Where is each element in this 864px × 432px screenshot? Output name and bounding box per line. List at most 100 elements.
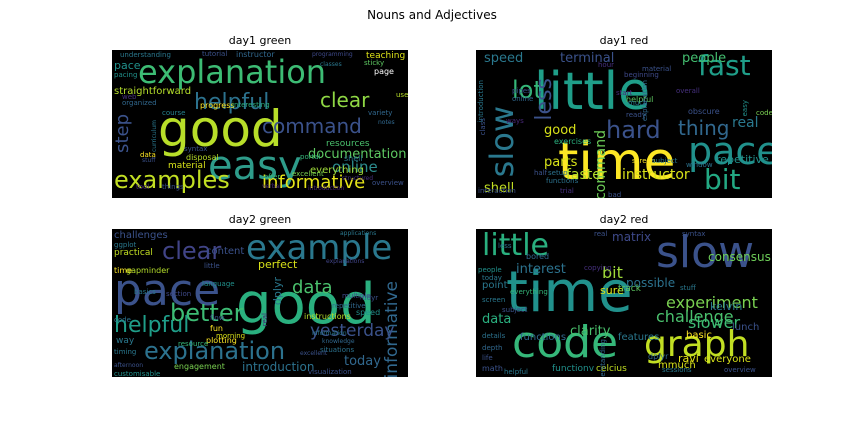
cloud-word: real [594, 230, 608, 238]
cloud-word: instructor [622, 167, 690, 183]
cloud-word: shell [484, 181, 515, 196]
cloud-word: explanations [326, 258, 365, 265]
cloud-word: ways [506, 117, 524, 125]
cloud-word: information [312, 330, 347, 337]
cloud-word: syntax [184, 145, 208, 153]
cloud-word: time [558, 132, 676, 192]
cloud-word: ready [626, 111, 646, 119]
cloud-word: section [166, 290, 192, 298]
cloud-word: material [168, 161, 206, 171]
cloud-word: understanding [599, 339, 607, 377]
cloud-word: dplyr [271, 277, 284, 306]
panel-title-day2-green: day2 green [228, 213, 292, 226]
cloud-word: consensus [708, 250, 771, 264]
cloud-word: verbal [262, 183, 281, 190]
cloud-word: morning [216, 332, 246, 340]
wordcloud-day2-green: good pace example explanation better clear hel… [112, 229, 408, 377]
cloud-word: timing [114, 348, 137, 356]
cloud-word: online [512, 95, 534, 103]
cloud-word: excellent [292, 170, 324, 178]
cloud-word: everything [310, 165, 364, 176]
cloud-word: speed [484, 51, 524, 66]
cloud-word: knowledge [322, 338, 355, 345]
cloud-word: data [292, 277, 333, 298]
wordcloud-day2-red: time slow code graph little experiment challen… [476, 229, 772, 377]
cloud-word: notes [378, 119, 395, 126]
cloud-word: tool [136, 183, 150, 191]
cloud-word: challenges [114, 230, 168, 241]
cloud-word: slow [656, 229, 755, 278]
cloud-word: helpful [504, 368, 528, 376]
cloud-word: life [482, 354, 493, 362]
cloud-word: interaction [478, 187, 516, 195]
cloud-word: good [236, 272, 376, 337]
cloud-word: screen [482, 296, 506, 304]
cloud-word: progress [200, 101, 235, 110]
cloud-word: hard [606, 116, 661, 144]
cloud-word: parts [544, 155, 578, 170]
cloud-word: everything [510, 288, 548, 296]
cloud-word: tidyr [362, 294, 379, 302]
cloud-word: time [506, 260, 633, 325]
cloud-word: repetitive [716, 153, 769, 166]
cloud-word: bored [526, 252, 550, 261]
cloud-word: little [204, 262, 220, 270]
cloud-word: today [344, 354, 381, 369]
cloud-word: trial [560, 187, 574, 195]
cloud-word: faster [566, 167, 607, 183]
cloud-word: overview [372, 179, 404, 187]
cloud-word: overview [724, 366, 756, 374]
cloud-word: repetitive [332, 302, 366, 310]
cloud-word: point [482, 280, 508, 291]
cloud-word: multiple [342, 292, 371, 300]
cloud-word: good [158, 100, 283, 158]
cloud-word: introduction [477, 80, 485, 123]
cloud-word: less [498, 242, 512, 250]
cloud-word: obscure [688, 107, 720, 116]
cloud-word: features [618, 332, 660, 343]
cloud-word: explanation [138, 53, 327, 91]
cloud-word: graph [644, 324, 750, 365]
cloud-word: command [593, 130, 609, 198]
cloud-word: helpful [114, 313, 190, 338]
cloud-word: structured [342, 175, 374, 182]
cloud-word: instructor [236, 50, 275, 59]
cloud-word: challenge [656, 307, 734, 326]
cloud-word: celcius [596, 364, 627, 374]
cloud-word: shell [344, 154, 363, 163]
cloud-word: online [332, 158, 378, 176]
cloud-word: kelvin [710, 300, 743, 313]
cloud-word: syntax [682, 230, 706, 238]
cloud-word: situations [320, 346, 355, 354]
cloud-word: examples [114, 166, 230, 194]
figure-title: Nouns and Adjectives [367, 8, 497, 22]
cloud-word: better [170, 299, 244, 327]
cloud-word: speed [356, 308, 381, 317]
cloud-word: code [114, 316, 131, 324]
cloud-word: lot [512, 76, 543, 104]
cloud-word: lunch [732, 322, 760, 333]
cloud-word: copying [584, 264, 612, 272]
cloud-word: things [162, 183, 184, 191]
cloud-word: time [114, 266, 133, 275]
cloud-word: content [206, 246, 245, 257]
cloud-word: yesterday [310, 321, 395, 341]
cloud-word: afternoon [114, 362, 144, 369]
cloud-word: clear [162, 237, 222, 265]
cloud-word: variety [368, 109, 393, 117]
cloud-word: functions [520, 332, 567, 343]
cloud-word: understanding [120, 51, 171, 59]
cloud-word: beginning [624, 71, 659, 79]
cloud-word: explanation [641, 80, 649, 122]
cloud-word: window [686, 161, 713, 169]
cloud-word: tutorial [202, 50, 228, 58]
cloud-word: classes [320, 61, 342, 68]
cloud-word: today [482, 274, 502, 282]
cloud-word: stuff [142, 157, 156, 164]
cloud-word: dplyr [648, 352, 669, 361]
cloud-word: flow [210, 314, 225, 322]
cloud-word: pace [114, 59, 141, 72]
cloud-word: good [544, 123, 577, 138]
cloud-word: overall [676, 87, 700, 95]
cloud-word: setup [548, 169, 568, 177]
